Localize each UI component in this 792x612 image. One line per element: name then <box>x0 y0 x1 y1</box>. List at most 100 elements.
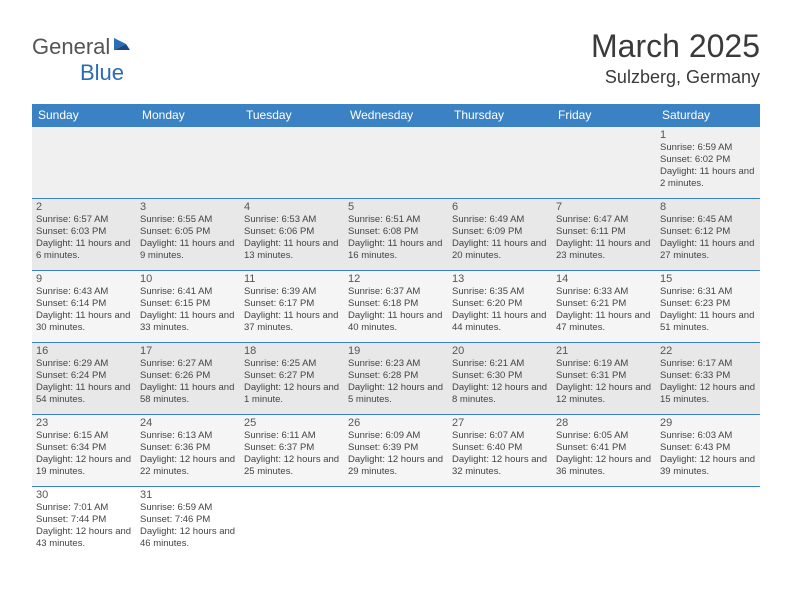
day-info: Sunrise: 6:09 AMSunset: 6:39 PMDaylight:… <box>348 430 444 478</box>
day-header: Thursday <box>448 104 552 127</box>
calendar-cell: 14Sunrise: 6:33 AMSunset: 6:21 PMDayligh… <box>552 271 656 343</box>
calendar-cell: 19Sunrise: 6:23 AMSunset: 6:28 PMDayligh… <box>344 343 448 415</box>
day-number: 25 <box>244 417 340 429</box>
day-info: Sunrise: 6:31 AMSunset: 6:23 PMDaylight:… <box>660 286 756 334</box>
logo: GeneralBlue <box>32 28 134 86</box>
calendar-cell: 22Sunrise: 6:17 AMSunset: 6:33 PMDayligh… <box>656 343 760 415</box>
calendar-cell: 7Sunrise: 6:47 AMSunset: 6:11 PMDaylight… <box>552 199 656 271</box>
calendar-row: 16Sunrise: 6:29 AMSunset: 6:24 PMDayligh… <box>32 343 760 415</box>
day-info: Sunrise: 6:19 AMSunset: 6:31 PMDaylight:… <box>556 358 652 406</box>
calendar-cell: 29Sunrise: 6:03 AMSunset: 6:43 PMDayligh… <box>656 415 760 487</box>
calendar-cell: 6Sunrise: 6:49 AMSunset: 6:09 PMDaylight… <box>448 199 552 271</box>
day-info: Sunrise: 6:17 AMSunset: 6:33 PMDaylight:… <box>660 358 756 406</box>
month-title: March 2025 <box>591 28 760 65</box>
calendar-row: 2Sunrise: 6:57 AMSunset: 6:03 PMDaylight… <box>32 199 760 271</box>
calendar-cell: 20Sunrise: 6:21 AMSunset: 6:30 PMDayligh… <box>448 343 552 415</box>
calendar-cell: 13Sunrise: 6:35 AMSunset: 6:20 PMDayligh… <box>448 271 552 343</box>
calendar-cell <box>552 487 656 559</box>
calendar-cell <box>448 487 552 559</box>
day-number: 29 <box>660 417 756 429</box>
day-number: 26 <box>348 417 444 429</box>
day-number: 17 <box>140 345 236 357</box>
day-number: 16 <box>36 345 132 357</box>
calendar-cell: 5Sunrise: 6:51 AMSunset: 6:08 PMDaylight… <box>344 199 448 271</box>
calendar-row: 9Sunrise: 6:43 AMSunset: 6:14 PMDaylight… <box>32 271 760 343</box>
day-header: Friday <box>552 104 656 127</box>
calendar-cell: 21Sunrise: 6:19 AMSunset: 6:31 PMDayligh… <box>552 343 656 415</box>
day-number: 27 <box>452 417 548 429</box>
title-block: March 2025 Sulzberg, Germany <box>591 28 760 88</box>
calendar-cell: 10Sunrise: 6:41 AMSunset: 6:15 PMDayligh… <box>136 271 240 343</box>
day-number: 11 <box>244 273 340 285</box>
calendar-cell: 15Sunrise: 6:31 AMSunset: 6:23 PMDayligh… <box>656 271 760 343</box>
day-info: Sunrise: 6:05 AMSunset: 6:41 PMDaylight:… <box>556 430 652 478</box>
day-number: 3 <box>140 201 236 213</box>
calendar-cell: 1Sunrise: 6:59 AMSunset: 6:02 PMDaylight… <box>656 127 760 199</box>
day-info: Sunrise: 6:47 AMSunset: 6:11 PMDaylight:… <box>556 214 652 262</box>
day-info: Sunrise: 6:43 AMSunset: 6:14 PMDaylight:… <box>36 286 132 334</box>
day-number: 20 <box>452 345 548 357</box>
calendar-row: 1Sunrise: 6:59 AMSunset: 6:02 PMDaylight… <box>32 127 760 199</box>
calendar-cell: 24Sunrise: 6:13 AMSunset: 6:36 PMDayligh… <box>136 415 240 487</box>
calendar-cell: 4Sunrise: 6:53 AMSunset: 6:06 PMDaylight… <box>240 199 344 271</box>
day-number: 18 <box>244 345 340 357</box>
flag-icon <box>112 36 134 59</box>
calendar-cell <box>240 487 344 559</box>
day-info: Sunrise: 7:01 AMSunset: 7:44 PMDaylight:… <box>36 502 132 550</box>
calendar-cell: 11Sunrise: 6:39 AMSunset: 6:17 PMDayligh… <box>240 271 344 343</box>
calendar-row: 23Sunrise: 6:15 AMSunset: 6:34 PMDayligh… <box>32 415 760 487</box>
day-number: 7 <box>556 201 652 213</box>
location: Sulzberg, Germany <box>591 67 760 88</box>
day-number: 9 <box>36 273 132 285</box>
calendar-cell <box>136 127 240 199</box>
calendar-body: 1Sunrise: 6:59 AMSunset: 6:02 PMDaylight… <box>32 127 760 559</box>
day-info: Sunrise: 6:55 AMSunset: 6:05 PMDaylight:… <box>140 214 236 262</box>
day-header: Wednesday <box>344 104 448 127</box>
day-number: 13 <box>452 273 548 285</box>
calendar-cell: 25Sunrise: 6:11 AMSunset: 6:37 PMDayligh… <box>240 415 344 487</box>
calendar-cell <box>344 487 448 559</box>
calendar-cell: 3Sunrise: 6:55 AMSunset: 6:05 PMDaylight… <box>136 199 240 271</box>
day-info: Sunrise: 6:37 AMSunset: 6:18 PMDaylight:… <box>348 286 444 334</box>
calendar-cell <box>552 127 656 199</box>
calendar-cell: 17Sunrise: 6:27 AMSunset: 6:26 PMDayligh… <box>136 343 240 415</box>
day-info: Sunrise: 6:27 AMSunset: 6:26 PMDaylight:… <box>140 358 236 406</box>
day-info: Sunrise: 6:51 AMSunset: 6:08 PMDaylight:… <box>348 214 444 262</box>
calendar-cell: 23Sunrise: 6:15 AMSunset: 6:34 PMDayligh… <box>32 415 136 487</box>
day-info: Sunrise: 6:23 AMSunset: 6:28 PMDaylight:… <box>348 358 444 406</box>
calendar-cell: 8Sunrise: 6:45 AMSunset: 6:12 PMDaylight… <box>656 199 760 271</box>
day-info: Sunrise: 6:45 AMSunset: 6:12 PMDaylight:… <box>660 214 756 262</box>
header: GeneralBlue March 2025 Sulzberg, Germany <box>32 28 760 88</box>
calendar-cell <box>344 127 448 199</box>
day-number: 1 <box>660 129 756 141</box>
day-number: 5 <box>348 201 444 213</box>
calendar-cell <box>32 127 136 199</box>
day-header: Saturday <box>656 104 760 127</box>
day-info: Sunrise: 6:59 AMSunset: 6:02 PMDaylight:… <box>660 142 756 190</box>
day-number: 22 <box>660 345 756 357</box>
day-info: Sunrise: 6:53 AMSunset: 6:06 PMDaylight:… <box>244 214 340 262</box>
calendar-cell <box>448 127 552 199</box>
day-number: 19 <box>348 345 444 357</box>
day-info: Sunrise: 6:49 AMSunset: 6:09 PMDaylight:… <box>452 214 548 262</box>
logo-text-general: General <box>32 34 110 59</box>
calendar-cell: 30Sunrise: 7:01 AMSunset: 7:44 PMDayligh… <box>32 487 136 559</box>
calendar-cell <box>656 487 760 559</box>
calendar-cell: 16Sunrise: 6:29 AMSunset: 6:24 PMDayligh… <box>32 343 136 415</box>
day-info: Sunrise: 6:41 AMSunset: 6:15 PMDaylight:… <box>140 286 236 334</box>
day-number: 12 <box>348 273 444 285</box>
day-number: 28 <box>556 417 652 429</box>
day-number: 14 <box>556 273 652 285</box>
day-number: 31 <box>140 489 236 501</box>
day-header: Sunday <box>32 104 136 127</box>
day-number: 21 <box>556 345 652 357</box>
day-info: Sunrise: 6:15 AMSunset: 6:34 PMDaylight:… <box>36 430 132 478</box>
day-number: 6 <box>452 201 548 213</box>
calendar-cell: 31Sunrise: 6:59 AMSunset: 7:46 PMDayligh… <box>136 487 240 559</box>
day-info: Sunrise: 6:59 AMSunset: 7:46 PMDaylight:… <box>140 502 236 550</box>
day-info: Sunrise: 6:13 AMSunset: 6:36 PMDaylight:… <box>140 430 236 478</box>
day-info: Sunrise: 6:57 AMSunset: 6:03 PMDaylight:… <box>36 214 132 262</box>
day-number: 10 <box>140 273 236 285</box>
calendar-cell: 26Sunrise: 6:09 AMSunset: 6:39 PMDayligh… <box>344 415 448 487</box>
calendar-cell: 12Sunrise: 6:37 AMSunset: 6:18 PMDayligh… <box>344 271 448 343</box>
